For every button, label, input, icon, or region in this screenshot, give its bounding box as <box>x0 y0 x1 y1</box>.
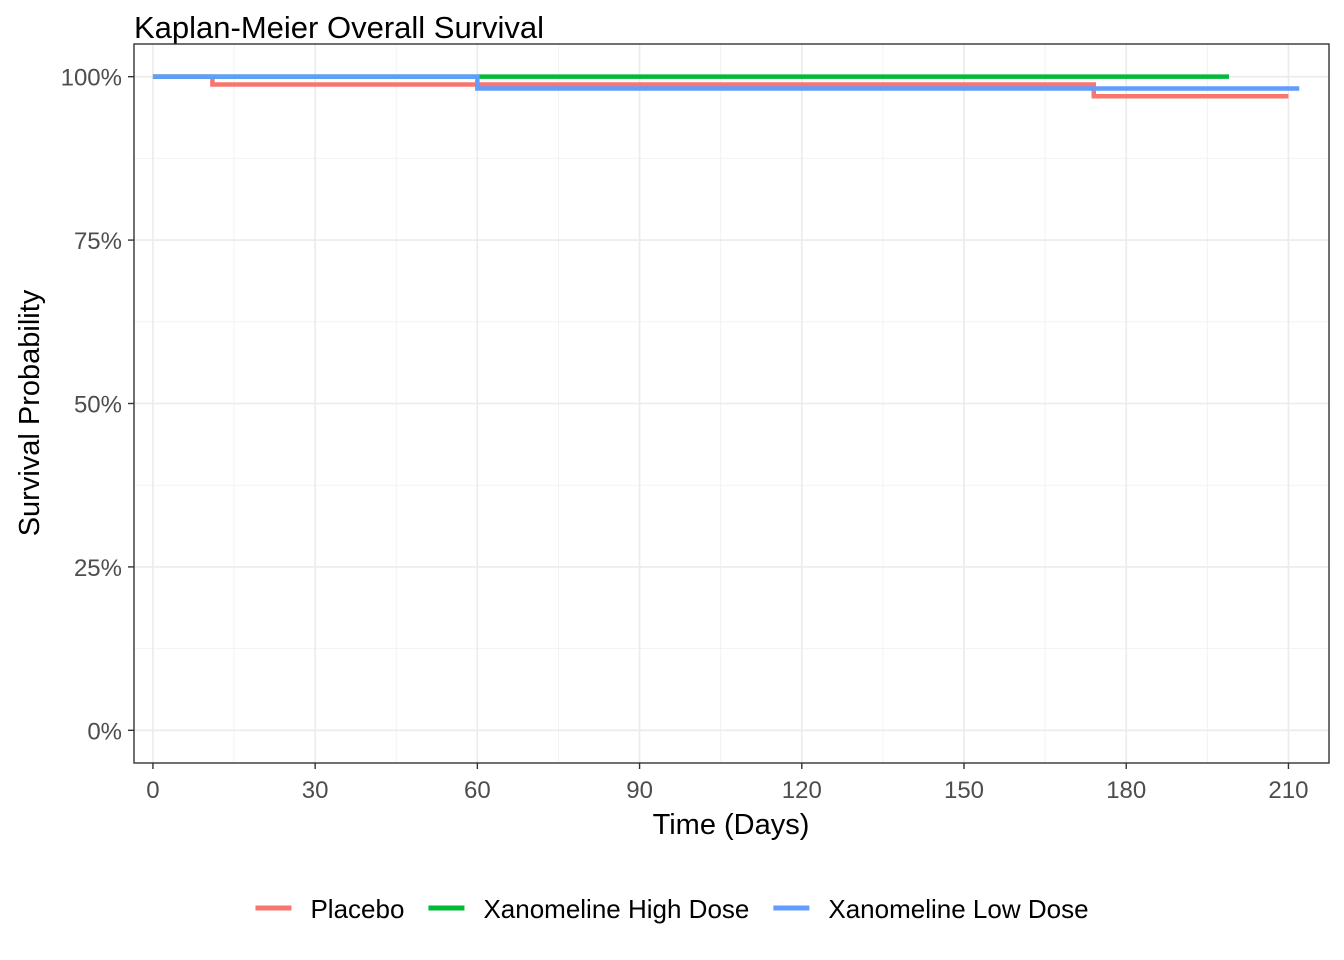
grid-major <box>134 44 1329 763</box>
x-tick-label: 210 <box>1268 777 1308 804</box>
y-axis: 0% 25% 50% 75% 100% <box>61 65 134 745</box>
x-tick-label: 120 <box>782 777 822 804</box>
y-tick-label: 25% <box>74 555 122 582</box>
series-line-xanomeline-low-dose <box>152 74 1300 91</box>
x-tick-label: 90 <box>626 777 653 804</box>
y-tick-label: 50% <box>74 392 122 419</box>
y-axis-title: Survival Probability <box>14 289 46 536</box>
legend-label-xanomeline-low-dose: Xanomeline Low Dose <box>828 894 1088 924</box>
legend: Placebo Xanomeline High Dose Xanomeline Lo… <box>255 894 1089 924</box>
x-axis-title: Time (Days) <box>653 809 810 841</box>
legend-label-xanomeline-high-dose: Xanomeline High Dose <box>483 894 749 924</box>
chart-title: Kaplan-Meier Overall Survival <box>134 10 545 45</box>
x-tick-label: 60 <box>464 777 491 804</box>
x-tick-label: 180 <box>1106 777 1146 804</box>
series-layer <box>152 74 1300 99</box>
x-axis: 0 30 60 90 120 150 180 210 <box>146 763 1308 804</box>
y-tick-label: 75% <box>74 228 122 255</box>
y-tick-label: 100% <box>61 65 122 92</box>
x-tick-label: 0 <box>146 777 159 804</box>
legend-label-placebo: Placebo <box>310 894 404 924</box>
x-tick-label: 30 <box>302 777 329 804</box>
y-tick-label: 0% <box>87 718 122 745</box>
x-tick-label: 150 <box>944 777 984 804</box>
